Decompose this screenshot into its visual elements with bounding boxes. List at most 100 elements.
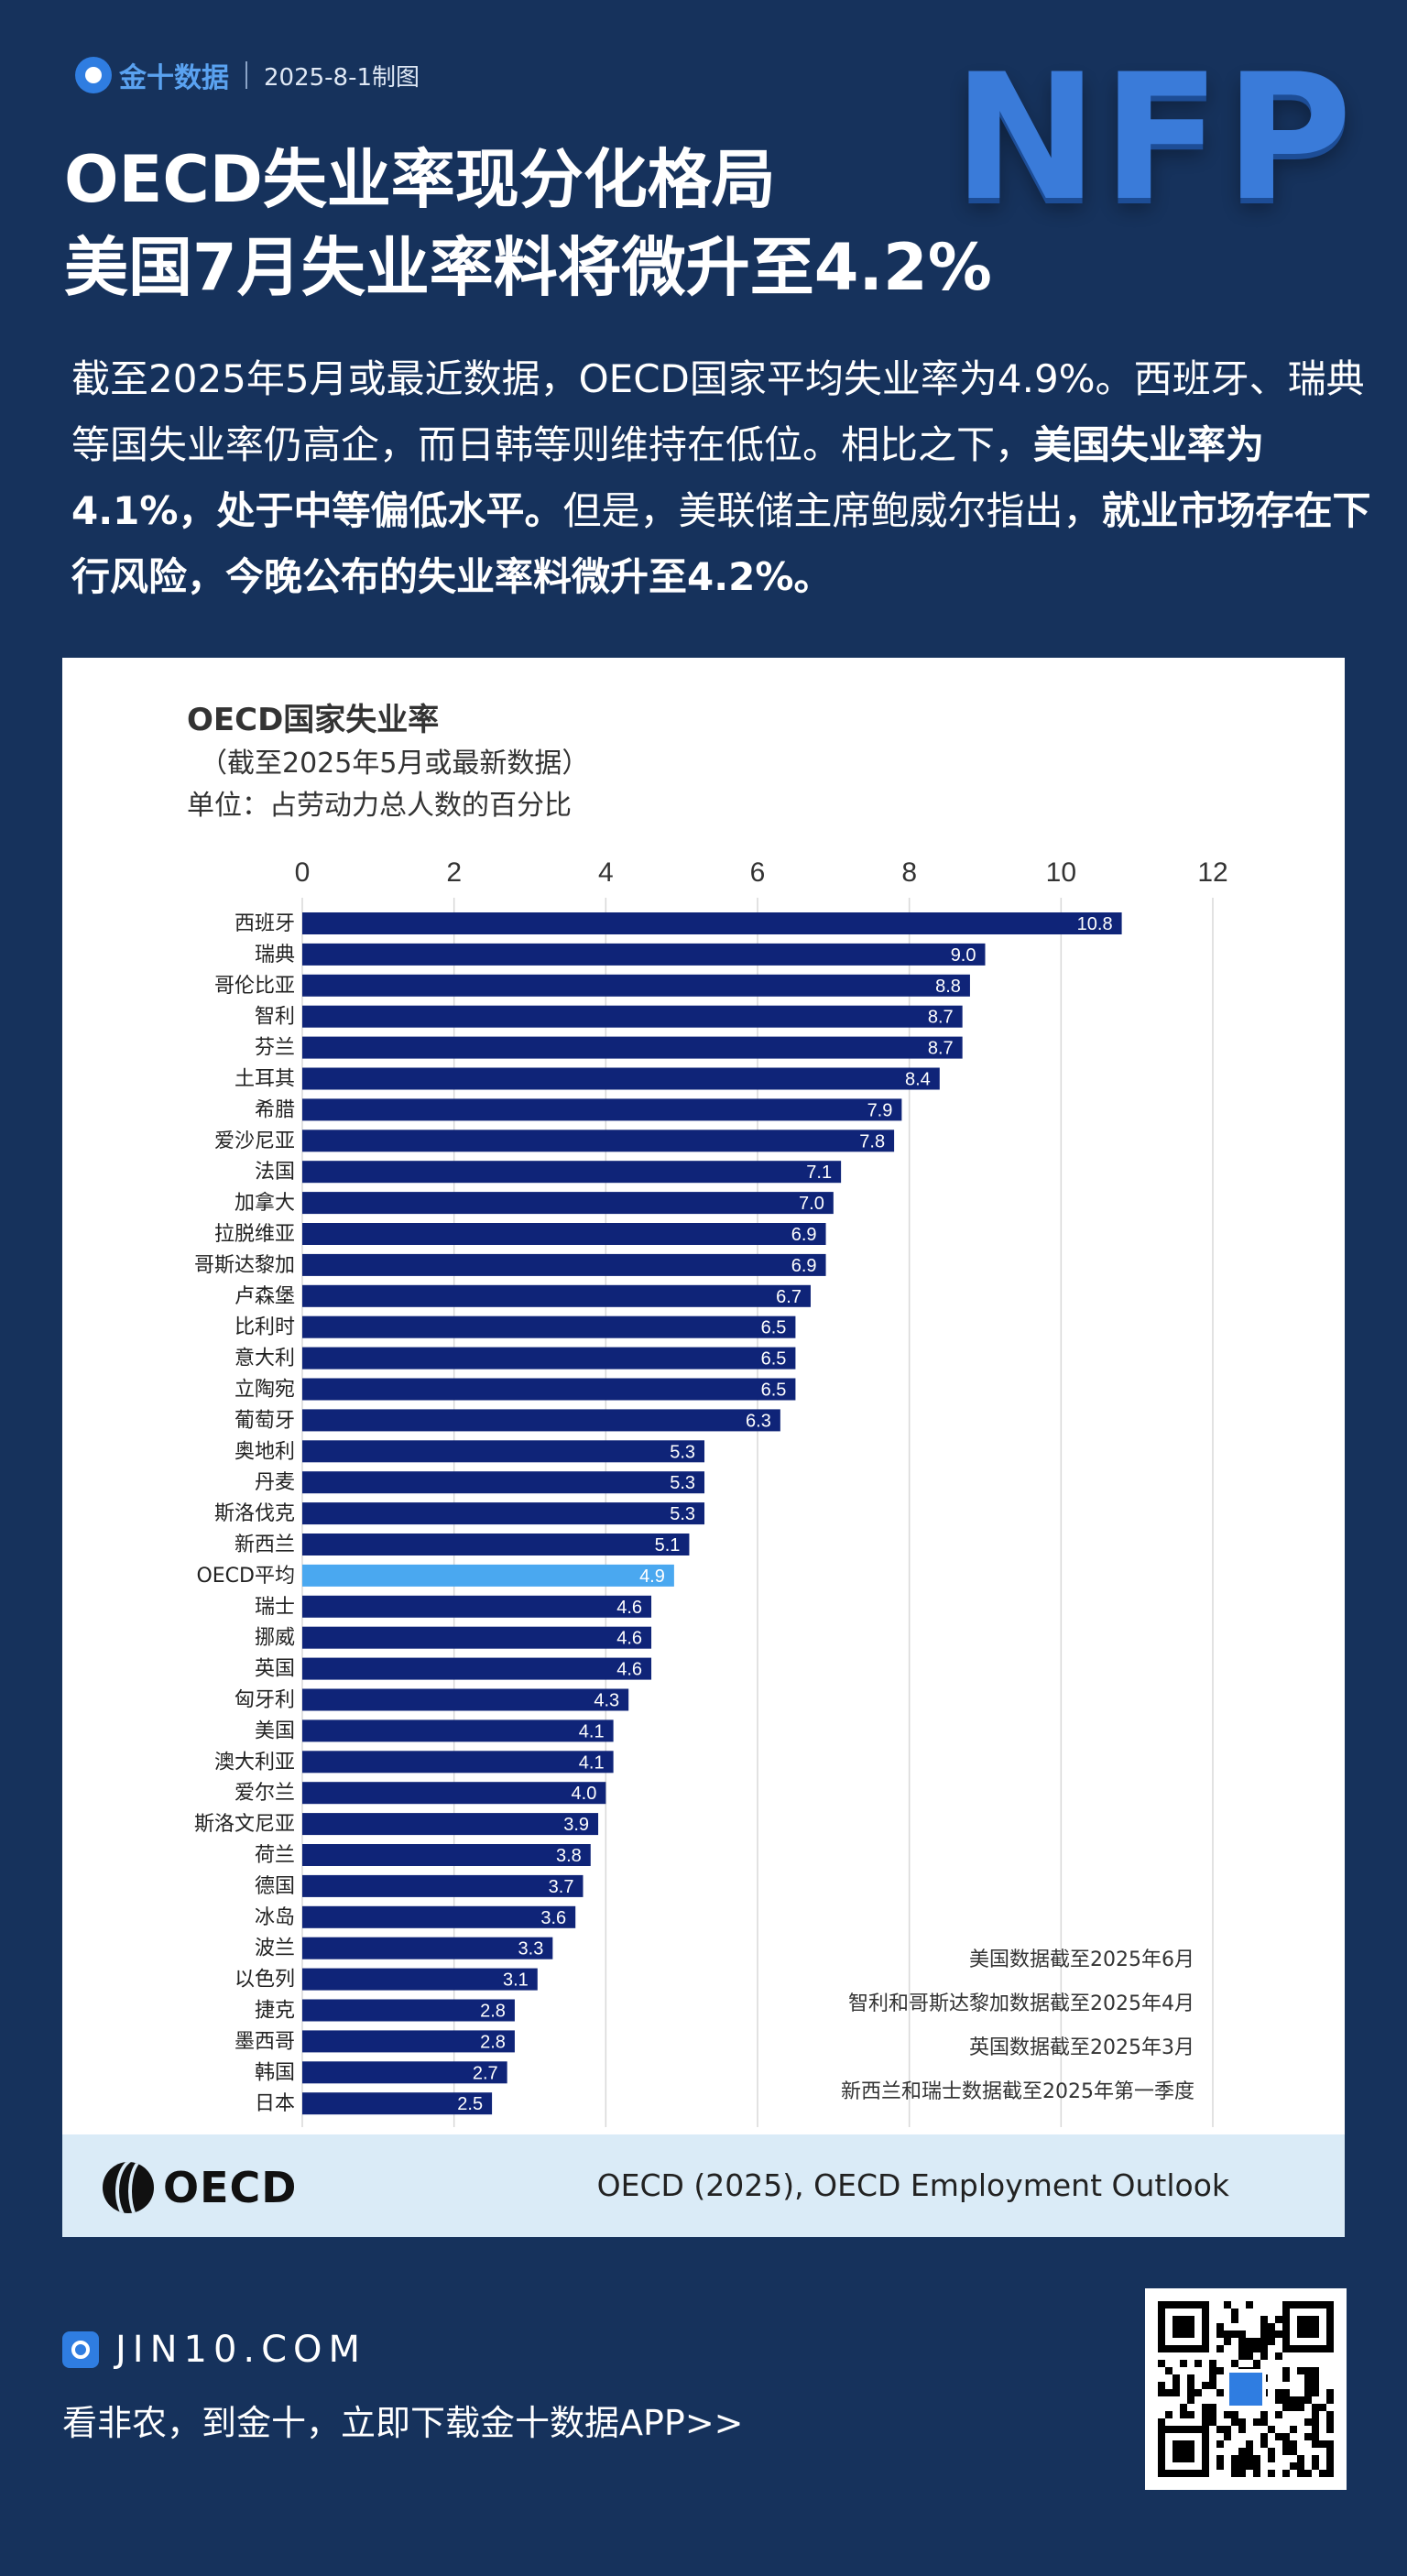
qr-module [1209,2411,1216,2418]
bar [302,1098,902,1121]
download-cta[interactable]: 看非农，到金十，立即下载金十数据APP>> [62,2403,744,2443]
bar [302,1409,780,1432]
value-label: 6.3 [746,1411,771,1431]
value-label: 6.9 [791,1256,817,1276]
brand-logo-text: 金十数据 [119,62,229,94]
qr-module [1275,2352,1282,2360]
qr-module [1297,2367,1304,2374]
qr-module [1268,2455,1275,2462]
qr-module [1282,2440,1290,2448]
qr-module [1158,2389,1165,2396]
qr-module [1290,2426,1297,2433]
qr-module [1238,2455,1246,2462]
qr-module [1282,2367,1290,2374]
bar [302,1005,963,1028]
category-label: 瑞典 [255,944,295,966]
qr-module [1260,2338,1268,2345]
value-label: 5.1 [655,1535,681,1555]
category-label: 匈牙利 [234,1689,295,1712]
value-label: 3.9 [563,1815,589,1835]
qr-module [1304,2396,1312,2404]
chart-note: 新西兰和瑞士数据截至2025年第一季度 [841,2080,1194,2103]
value-label: 5.3 [670,1504,695,1524]
qr-module [1312,2404,1319,2411]
qr-module [1304,2367,1312,2374]
category-label: 意大利 [234,1348,295,1370]
qr-module [1238,2330,1246,2338]
qr-module [1172,2374,1180,2382]
value-label: 3.1 [503,1970,529,1991]
qr-module [1216,2345,1224,2352]
qr-module [1231,2462,1238,2470]
qr-module [1246,2352,1253,2360]
qr-module [1260,2345,1268,2352]
qr-code[interactable] [1145,2288,1347,2490]
qr-module [1268,2323,1275,2330]
qr-module [1231,2316,1238,2323]
value-label: 6.9 [791,1225,817,1245]
bar [302,1067,940,1090]
qr-module [1319,2404,1326,2411]
qr-module [1275,2389,1282,2396]
chart-note: 智利和哥斯达黎加数据截至2025年4月 [848,1992,1194,2015]
qr-module [1172,2389,1180,2396]
qr-module [1231,2330,1238,2338]
value-label: 4.6 [616,1629,642,1649]
qr-module [1224,2330,1231,2338]
category-label: 西班牙 [234,912,295,935]
qr-module [1216,2440,1224,2448]
category-label: 捷克 [255,2000,295,2023]
qr-module [1282,2404,1290,2411]
qr-module [1238,2470,1246,2477]
value-label: 8.7 [928,1039,954,1059]
qr-module [1282,2448,1290,2455]
qr-module [1282,2470,1290,2477]
qr-module [1216,2389,1224,2396]
qr-module [1246,2338,1253,2345]
category-label: 荷兰 [255,1844,295,1867]
category-label: 德国 [255,1875,295,1898]
bar [302,1626,652,1649]
x-tick-label: 6 [750,857,766,888]
qr-module [1268,2426,1275,2433]
qr-module [1231,2309,1238,2316]
qr-module [1304,2470,1312,2477]
qr-module [1326,2426,1334,2433]
qr-module [1268,2470,1275,2477]
category-label: 卢森堡 [234,1285,295,1308]
bar [302,1905,576,1928]
site-link[interactable]: JIN10.COM [62,2329,366,2371]
qr-module [1260,2330,1268,2338]
qr-module [1268,2448,1275,2455]
qr-module [1312,2389,1319,2396]
qr-module [1268,2338,1275,2345]
qr-module [1209,2404,1216,2411]
value-label: 2.8 [480,2032,506,2052]
qr-module [1224,2411,1231,2418]
category-label: 冰岛 [255,1906,295,1929]
bar [302,1192,834,1215]
date-label: 2025-8-1制图 [264,63,420,92]
category-label: 立陶宛 [234,1379,295,1402]
value-label: 8.7 [928,1008,954,1028]
category-label: 波兰 [255,1937,295,1960]
qr-module [1304,2389,1312,2396]
qr-module [1312,2367,1319,2374]
qr-module [1304,2382,1312,2389]
qr-module [1158,2382,1165,2389]
nfp-badge: NFP [953,37,1357,239]
qr-module [1202,2404,1209,2411]
category-label: 爱尔兰 [234,1782,295,1805]
category-label: 比利时 [234,1316,295,1339]
value-label: 2.8 [480,2002,506,2022]
chart-unit: 单位：占劳动力总人数的百分比 [187,790,572,822]
value-label: 7.9 [867,1100,893,1120]
qr-module [1275,2433,1282,2440]
intro-text-1: 截至2025年5月或最近数据，OECD国家平均失业率为4.9%。西班牙、瑞典等国… [71,356,1365,467]
qr-module [1326,2396,1334,2404]
qr-module [1238,2338,1246,2345]
qr-module [1282,2433,1290,2440]
qr-module [1275,2316,1282,2323]
qr-module [1246,2345,1253,2352]
chart-card: OECD国家失业率 （截至2025年5月或最新数据） 单位：占劳动力总人数的百分… [62,658,1345,2237]
